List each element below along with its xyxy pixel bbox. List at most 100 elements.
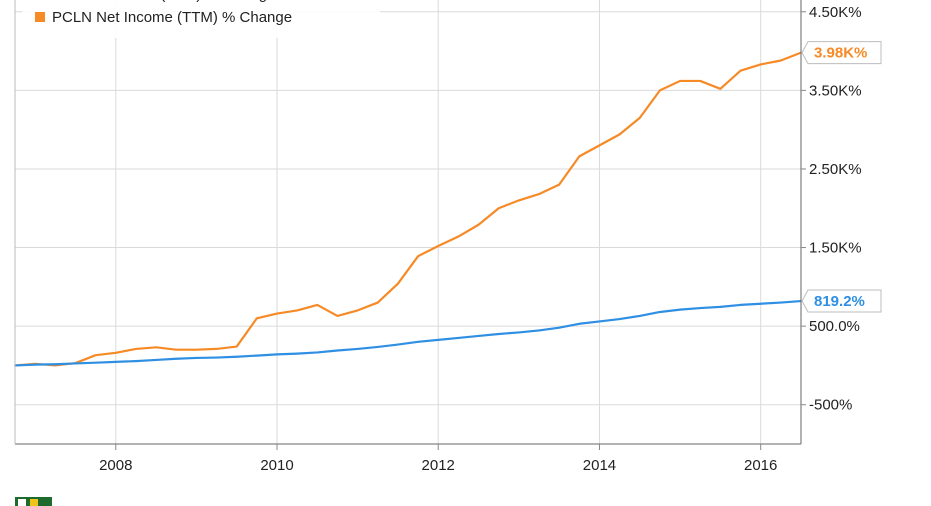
data-point [679, 308, 681, 311]
data-point [457, 235, 460, 238]
data-point [457, 337, 460, 339]
data-point [780, 59, 782, 62]
data-point [417, 341, 419, 343]
data-point [376, 301, 379, 304]
data-point [719, 306, 722, 308]
data-point [719, 88, 722, 90]
grid-lines [15, 0, 801, 444]
data-point [598, 144, 601, 147]
data-point [135, 348, 137, 350]
data-point [699, 80, 702, 82]
data-point [276, 312, 278, 315]
data-point [296, 352, 298, 355]
data-point [316, 351, 319, 354]
legend-swatch [35, 12, 45, 22]
data-point [659, 89, 661, 92]
legend-label: PCLN Revenue (TTM) % Change [52, 0, 275, 3]
data-point [518, 199, 520, 202]
data-point [316, 304, 319, 306]
data-point [417, 255, 419, 257]
data-point [256, 354, 258, 357]
data-point [94, 354, 97, 357]
x-tick-label: 2016 [744, 457, 777, 474]
data-point [699, 307, 702, 309]
end-label-box [801, 41, 882, 65]
data-point [477, 223, 480, 226]
data-point [336, 315, 339, 317]
data-point [135, 360, 137, 362]
data-point [739, 304, 742, 306]
data-point [397, 282, 399, 285]
y-tick-label: 1.50K% [809, 240, 862, 257]
data-point [659, 311, 661, 313]
x-tick-label: 2008 [99, 457, 132, 474]
data-point [356, 309, 359, 312]
data-point [497, 333, 500, 335]
y-tick-label: 3.50K% [809, 82, 862, 99]
legend-label: PCLN Net Income (TTM) % Change [52, 9, 292, 26]
data-point [114, 352, 117, 354]
logo-icon [15, 497, 52, 506]
data-point [759, 302, 762, 305]
data-point [215, 348, 218, 350]
series-line [14, 51, 802, 367]
data-point [155, 346, 157, 349]
data-point [437, 339, 440, 341]
data-point [215, 356, 218, 359]
data-point [598, 320, 601, 323]
data-point [437, 245, 440, 247]
end-labels: 3.98K% 819.2% [801, 41, 882, 313]
data-point [477, 335, 480, 337]
data-point [175, 357, 178, 360]
y-tick-label: 2.50K% [809, 161, 862, 178]
data-point [195, 348, 198, 351]
data-point [114, 361, 117, 363]
data-point [497, 207, 500, 210]
data-point [518, 331, 520, 334]
data-point [538, 193, 540, 195]
data-point [256, 317, 258, 320]
x-tick-label: 2012 [422, 457, 455, 474]
data-point [638, 117, 641, 119]
y-axis-ticks: 4.50K% 3.50K% 2.50K% 1.50K% 500.0% -500% [801, 4, 862, 414]
data-point [235, 355, 238, 358]
data-point [759, 63, 762, 66]
data-point [679, 80, 681, 82]
y-tick-label: -500% [809, 397, 852, 414]
end-label: 3.98K% [814, 45, 867, 62]
data-point [34, 363, 36, 366]
data-point [558, 326, 560, 329]
data-point [558, 183, 560, 186]
data-point [618, 133, 621, 136]
data-point [54, 363, 57, 366]
legend: PCLN Revenue (TTM) % Change PCLN Net Inco… [22, 0, 380, 38]
data-point [74, 362, 77, 365]
data-point [276, 353, 278, 356]
x-axis-ticks: 2008 2010 2012 2014 2016 [99, 444, 777, 474]
data-point [780, 301, 782, 304]
data-point [195, 357, 198, 359]
end-label: 819.2% [814, 293, 865, 310]
data-point [538, 329, 540, 332]
series-lines [14, 51, 802, 367]
data-point [618, 318, 621, 320]
data-point [356, 348, 359, 350]
data-point [175, 348, 178, 351]
data-point [235, 345, 238, 348]
data-point [578, 322, 581, 325]
y-tick-label: 4.50K% [809, 4, 862, 21]
end-label-box [801, 289, 882, 313]
data-point [397, 343, 399, 346]
data-point [578, 155, 581, 158]
y-tick-label: 500.0% [809, 318, 860, 335]
series-line [14, 299, 802, 367]
data-point [739, 69, 742, 72]
data-point [296, 309, 298, 312]
data-point [638, 315, 641, 317]
axes [14, 0, 802, 445]
data-point [376, 346, 379, 348]
x-tick-label: 2014 [583, 457, 616, 474]
legend-box [22, 0, 380, 38]
